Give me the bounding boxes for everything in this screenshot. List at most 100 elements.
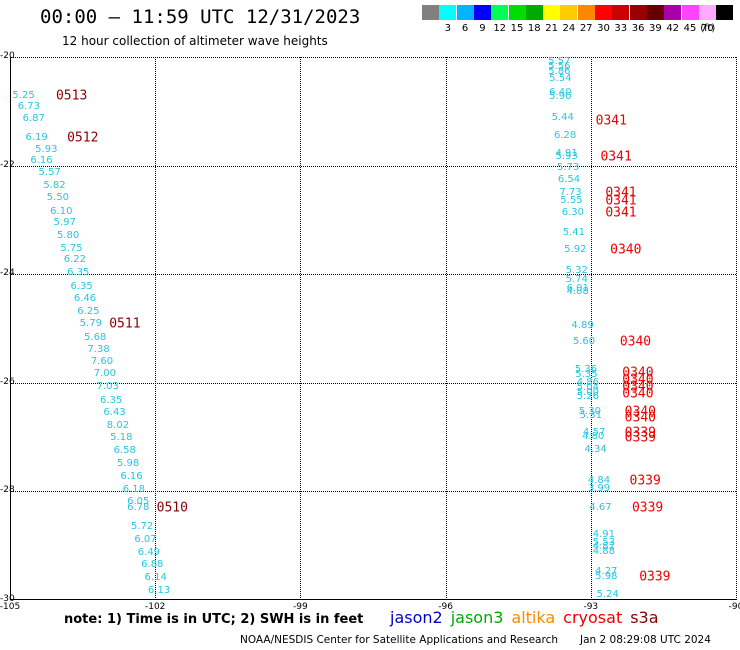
swh-value: 6.35 [67, 266, 90, 278]
time-label: 0340 [622, 372, 654, 388]
time-label: 0340 [619, 334, 652, 350]
x-tick-label: -93 [583, 602, 599, 612]
swh-value: 6.73 [17, 100, 41, 112]
swh-value: 6.88 [141, 559, 164, 571]
swh-value: 5.36 [574, 363, 598, 375]
swh-value: 6.10 [50, 205, 73, 217]
swh-value: 5.25 [12, 90, 35, 102]
latitude-gridline [10, 491, 736, 493]
legend-swatch [698, 5, 716, 20]
swh-value: 6.16 [120, 471, 143, 483]
longitude-gridline [736, 57, 737, 600]
swh-value: 5.93 [35, 144, 58, 156]
swh-value: 6.54 [557, 173, 581, 185]
legend-swatch [716, 5, 734, 20]
footer-credit: NOAA/NESDIS Center for Satellite Applica… [240, 634, 558, 646]
swh-value: 6.18 [122, 483, 146, 495]
swh-value: 5.56 [548, 60, 571, 72]
legend-swatch [508, 5, 526, 20]
swh-value: 5.74 [565, 273, 588, 285]
swh-value: 6.13 [147, 584, 171, 596]
page-title: 00:00 – 11:59 UTC 12/31/2023 [40, 6, 361, 28]
time-label: 0511 [109, 316, 141, 332]
time-label: 0513 [55, 88, 88, 104]
legend-label: 9 [479, 23, 486, 34]
footer: NOAA/NESDIS Center for Satellite Applica… [240, 634, 711, 646]
legend-swatch [560, 5, 578, 20]
swh-value: 6.19 [25, 132, 48, 144]
swh-value: 5.79 [79, 318, 102, 330]
legend-swatch [612, 5, 630, 20]
time-label: 0339 [631, 500, 664, 516]
legend-label: 27 [579, 23, 593, 34]
swh-value: 6.22 [63, 254, 86, 266]
swh-value: 6.25 [77, 305, 100, 317]
swh-value: 4.57 [583, 426, 606, 438]
swh-value: 6.49 [137, 546, 161, 558]
swh-value: 4.88 [566, 285, 589, 297]
y-tick-label: -20 [0, 51, 15, 61]
longitude-gridline [445, 57, 447, 600]
swh-value: 6.43 [103, 406, 126, 418]
swh-value: 5.92 [564, 244, 587, 256]
swh-value: 5.80 [56, 230, 80, 242]
swh-value: 5.04 [576, 382, 600, 394]
swh-value: 6.87 [22, 113, 45, 125]
swh-value: 5.18 [110, 432, 133, 444]
legend-swatch [456, 5, 474, 20]
legend-swatch [595, 5, 612, 20]
legend-label: 36 [631, 23, 645, 34]
legend-label: 21 [545, 23, 558, 34]
time-label: 0341 [600, 149, 632, 165]
legend-swatch [646, 5, 664, 20]
swh-value: 4.91 [592, 529, 615, 541]
legend-unit: (ft) [700, 23, 716, 34]
page-subtitle: 12 hour collection of altimeter wave hei… [62, 34, 328, 48]
legend-label: 12 [493, 23, 507, 34]
legend-label: 24 [562, 23, 576, 34]
time-label: 0340 [622, 386, 654, 402]
satellite-name: cryosat [563, 608, 623, 627]
longitude-gridline [590, 57, 592, 600]
satellite-name: jason3 [450, 608, 504, 627]
legend-label: 18 [527, 23, 541, 34]
swh-value: 8.02 [106, 419, 130, 431]
swh-value: 4.86 [576, 377, 600, 389]
swh-value: 5.75 [60, 242, 83, 254]
satellite-name: altika [511, 608, 556, 627]
swh-value: 5.54 [549, 72, 572, 84]
swh-value: 4.27 [595, 566, 618, 578]
swh-value: 4.88 [592, 546, 615, 558]
x-tick-label: -90 [728, 602, 740, 612]
x-tick-label: -105 [0, 602, 21, 612]
y-tick-label: -24 [0, 268, 15, 279]
swh-value: 4.34 [584, 443, 607, 455]
swh-value: 5.35 [575, 369, 598, 381]
latitude-gridline [10, 165, 736, 167]
legend-label: 30 [597, 23, 610, 34]
swh-value: 6.07 [134, 534, 157, 546]
legend-label: 45 [683, 23, 697, 34]
swh-value: 5.32 [565, 265, 588, 277]
swh-value: 5.60 [572, 336, 596, 348]
y-tick-label: -22 [0, 159, 15, 170]
time-label: 0510 [156, 500, 188, 516]
swh-value: 5.93 [555, 151, 578, 163]
legend-swatch [422, 5, 439, 20]
legend-label: 6 [461, 23, 469, 34]
swh-value: 6.58 [113, 444, 136, 456]
swh-value: 5.72 [130, 521, 154, 533]
swh-value: 3.99 [587, 482, 611, 494]
time-label: 0341 [595, 113, 627, 129]
swh-value: 6.16 [30, 155, 53, 167]
swh-value: 5.41 [562, 227, 585, 239]
latitude-gridline [10, 274, 736, 276]
legend-swatch [681, 5, 699, 20]
satellite-name: jason2 [390, 608, 443, 627]
swh-value: 4.80 [582, 431, 605, 443]
swh-value: 7.38 [87, 343, 110, 355]
time-label: 0339 [624, 425, 656, 441]
longitude-gridline [155, 57, 157, 600]
time-label: 0341 [605, 205, 637, 221]
legend-swatch [629, 5, 647, 20]
